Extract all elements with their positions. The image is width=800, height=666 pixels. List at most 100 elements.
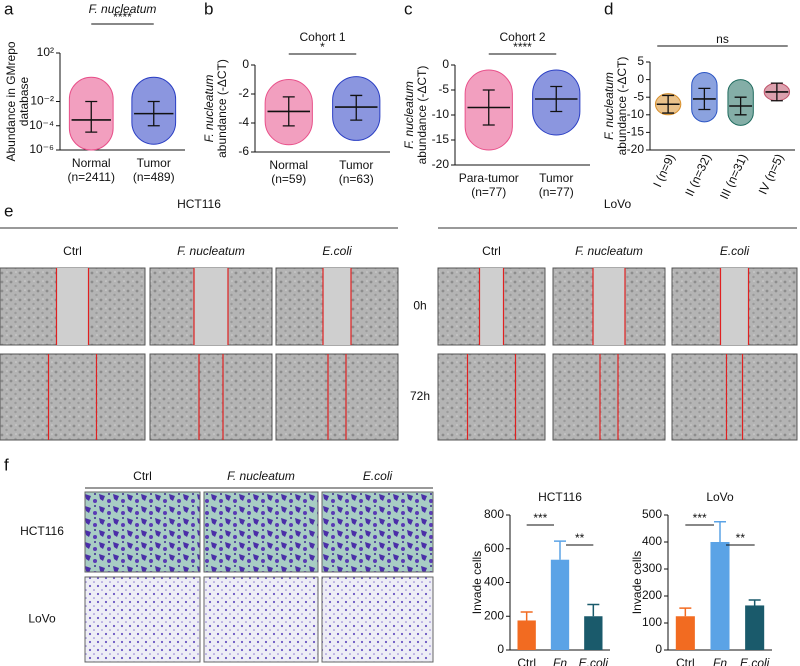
y-tick-label: 500 [642, 507, 662, 521]
chart-title: F. nucleatum [89, 2, 157, 16]
wound-image [149, 353, 273, 441]
y-tick-label: -2 [238, 86, 249, 100]
y-axis-label: Invade cells [470, 551, 484, 614]
x-tick-label: Tumor [539, 171, 573, 185]
significance-label: *** [693, 511, 707, 525]
wound-gap [593, 268, 625, 345]
y-tick-label: -15 [627, 125, 645, 139]
bar [710, 542, 730, 650]
wound-image [0, 353, 146, 441]
y-tick-label: -6 [238, 144, 249, 158]
y-tick-label: 10⁻⁴ [29, 118, 54, 132]
transwell-image [84, 491, 201, 573]
transwell-image [321, 491, 434, 573]
wound-image [437, 353, 546, 441]
y-axis-label: Abundance in GMrepo [4, 41, 18, 161]
y-tick-label: 800 [484, 507, 504, 521]
x-tick-label: (n=2411) [68, 170, 115, 184]
significance-label: **** [513, 40, 532, 54]
transwell-image [321, 576, 434, 663]
cell-line-title: LoVo [604, 197, 632, 211]
wound-gap [323, 268, 351, 345]
y-tick-label: 10⁻² [30, 94, 54, 108]
y-tick-label: 10² [37, 45, 54, 59]
error-bar [520, 611, 533, 621]
y-tick-label: 200 [642, 588, 662, 602]
x-tick-label: Para-tumor [459, 171, 519, 185]
x-tick-label: Tumor [137, 156, 171, 170]
wound-gap [720, 268, 749, 345]
chart-title: Cohort 2 [499, 30, 545, 44]
cell-line-label: HCT116 [20, 524, 64, 538]
panel-letter: b [204, 0, 213, 18]
error-bar [714, 521, 726, 542]
wound-gap [56, 268, 89, 345]
y-tick-label: 100 [642, 615, 662, 629]
y-tick-label: 0 [637, 72, 644, 86]
condition-label: E.coli [322, 244, 352, 258]
panel-letter: f [4, 455, 9, 474]
y-axis-label: abundance (-ΔCT) [615, 57, 629, 156]
x-tick-label: (n=77) [471, 185, 506, 199]
bar [584, 616, 603, 650]
error-bar [85, 100, 98, 133]
y-tick-label: 300 [642, 561, 662, 575]
x-tick-label: E.coli [579, 656, 609, 666]
significance-label: * [320, 40, 325, 54]
bar [675, 616, 695, 650]
x-tick-label: Normal [72, 156, 111, 170]
bar [745, 605, 765, 650]
condition-label: F. nucleatum [227, 469, 295, 483]
panel-letter: c [404, 0, 413, 18]
cell-line-label: LoVo [28, 612, 56, 626]
y-tick-label: -10 [432, 107, 450, 121]
panel-letter: d [604, 0, 613, 18]
y-tick-label: 0 [442, 57, 449, 71]
y-tick-label: 200 [484, 608, 504, 622]
condition-label: Ctrl [482, 244, 501, 258]
y-axis-label: Invade cells [630, 551, 644, 614]
y-tick-label: -20 [627, 142, 645, 156]
time-label: 72h [410, 389, 430, 403]
significance-label: **** [113, 10, 132, 24]
error-bar [748, 599, 761, 606]
y-tick-label: 600 [484, 541, 504, 555]
y-axis-label: abundance (-ΔCT) [215, 59, 229, 158]
y-tick-label: 5 [637, 54, 644, 68]
y-axis-label: F. nucleatum [202, 75, 216, 143]
x-tick-label: I (n=9) [650, 152, 677, 190]
y-axis-label: database [17, 76, 31, 126]
error-bar [587, 603, 600, 617]
y-tick-label: 0 [655, 642, 662, 656]
significance-label: ns [716, 32, 729, 46]
significance-label: ** [575, 531, 585, 545]
significance-label: *** [533, 511, 547, 525]
y-tick-label: -20 [432, 157, 450, 171]
y-tick-label: -5 [633, 89, 644, 103]
condition-label: E.coli [720, 244, 750, 258]
y-tick-label: 400 [642, 534, 662, 548]
y-tick-label: -10 [627, 107, 645, 121]
error-bar [554, 540, 566, 560]
y-tick-label: -15 [432, 132, 450, 146]
wound-image [552, 353, 666, 441]
y-axis-label: F. nucleatum [602, 72, 616, 140]
wound-gap [194, 268, 228, 345]
x-tick-label: II (n=32) [682, 152, 714, 199]
wound-image [275, 353, 399, 441]
significance-label: ** [736, 531, 746, 545]
x-tick-label: Fn [553, 656, 567, 666]
condition-label: E.coli [363, 469, 393, 483]
x-tick-label: (n=77) [539, 185, 574, 199]
transwell-image [203, 491, 319, 573]
y-axis-label: abundance (-ΔCT) [415, 66, 429, 165]
x-tick-label: (n=489) [133, 170, 175, 184]
panel-letter: e [4, 201, 13, 220]
bar [550, 559, 570, 650]
condition-label: Ctrl [133, 469, 152, 483]
y-tick-label: 0 [242, 57, 249, 71]
transwell-image [203, 576, 319, 663]
y-tick-label: 400 [484, 575, 504, 589]
x-tick-label: Tumor [339, 158, 373, 172]
